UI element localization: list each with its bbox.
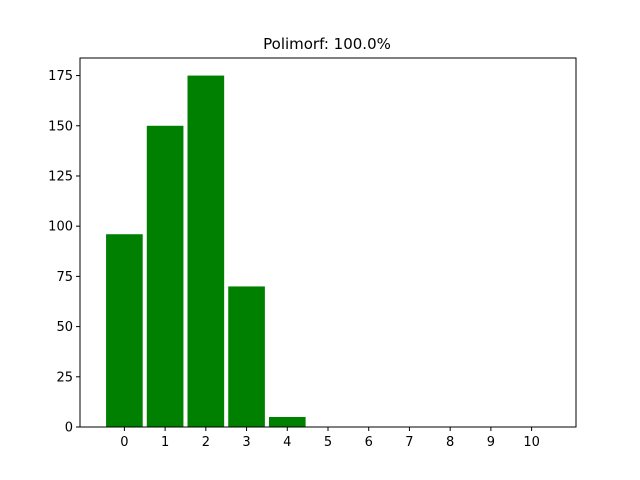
y-tick-label-75: 75 [56,270,73,285]
bar-4 [268,416,306,427]
x-tick-label-4: 4 [283,435,291,450]
x-tick-label-2: 2 [202,435,210,450]
x-axis: 0 1 2 3 4 5 6 7 8 9 10 [120,427,540,450]
x-tick-label-6: 6 [365,435,373,450]
y-axis: 0 25 50 75 100 125 150 175 [48,69,80,436]
x-tick-label-3: 3 [242,435,250,450]
y-tick-label-50: 50 [56,320,73,335]
plot-frame [79,57,577,428]
y-tick-label-25: 25 [56,370,73,385]
x-tick-label-5: 5 [324,435,332,450]
chart-title: Polimorf: 100.0% [263,35,391,53]
bar-2 [187,75,225,427]
bars-group [106,75,306,427]
y-tick-label-125: 125 [48,169,73,184]
bar-0 [106,234,143,427]
x-tick-label-1: 1 [161,435,169,450]
x-tick-label-8: 8 [446,435,454,450]
y-tick-label-100: 100 [48,220,73,235]
y-tick-label-150: 150 [48,119,73,134]
x-tick-label-7: 7 [405,435,413,450]
x-tick-label-0: 0 [120,435,128,450]
bar-1 [146,125,184,427]
x-tick-label-10: 10 [523,435,540,450]
x-tick-label-9: 9 [487,435,495,450]
bar-3 [228,286,265,427]
y-tick-label-175: 175 [48,69,73,84]
y-tick-label-0: 0 [65,421,73,436]
